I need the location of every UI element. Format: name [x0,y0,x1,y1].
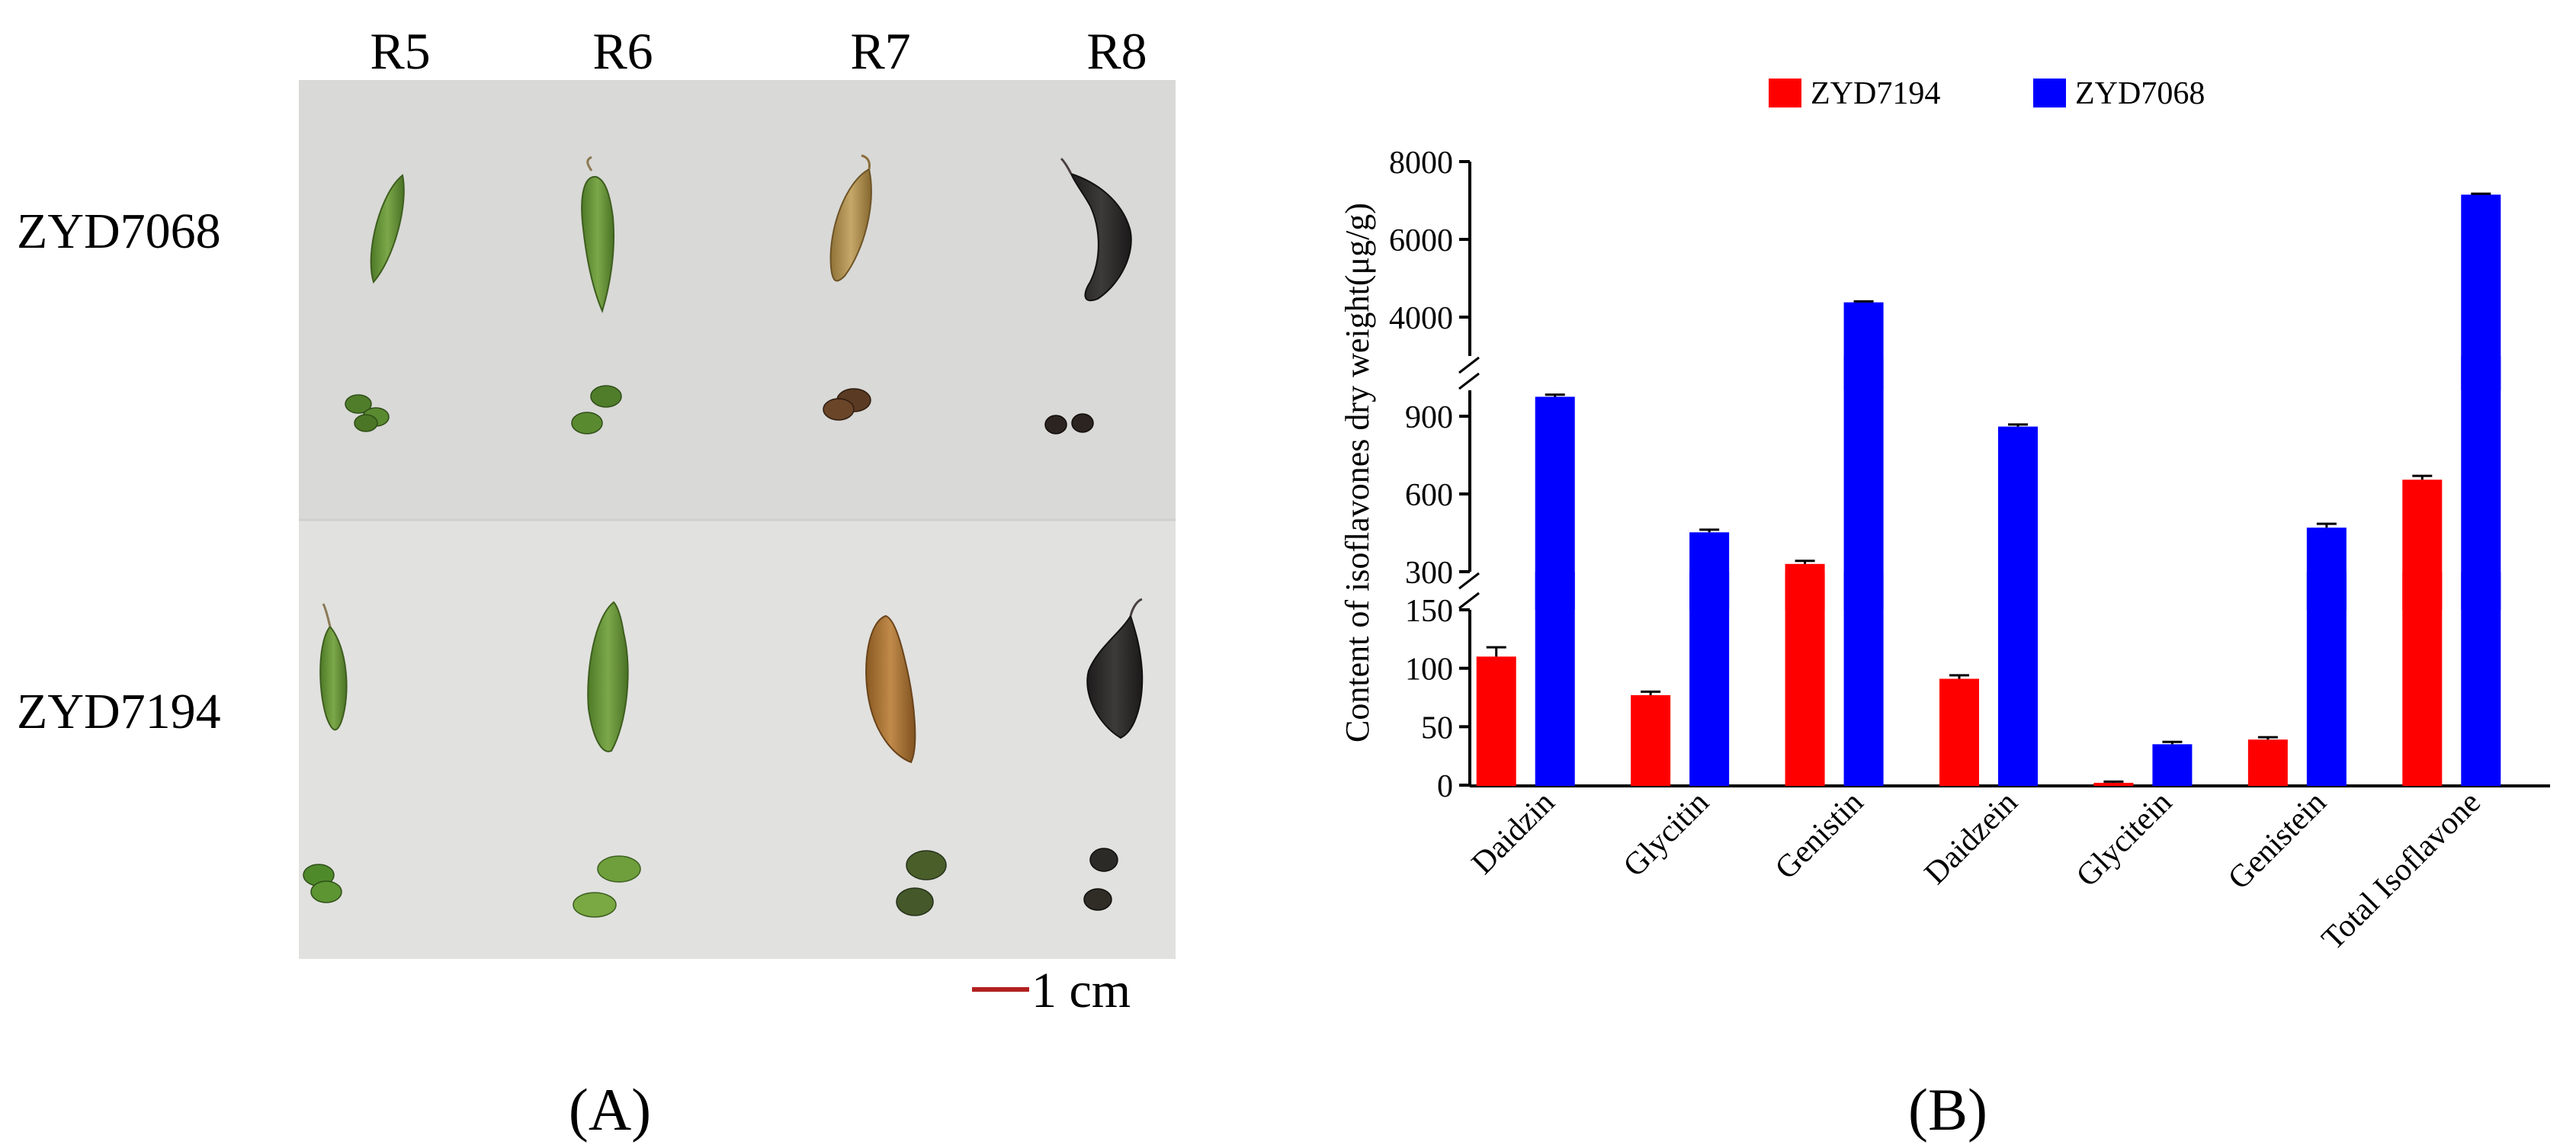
soybean-photo [299,80,1176,959]
y-tick-label: 50 [1421,710,1453,746]
bar-zyd7194-total-isoflavone-part-2 [2402,479,2443,610]
x-tick-label: Genistein [2222,785,2333,896]
seeds-zyd7068-r6 [571,385,622,435]
bar-zyd7194-glycitein [2093,782,2134,786]
x-tick-label: Daidzin [1465,785,1562,882]
seeds-zyd7068-r5 [345,394,390,432]
pod-zyd7068-r8 [1060,157,1132,302]
bar-zyd7068-total-isoflavone-part-3 [2461,194,2501,390]
seeds-zyd7194-r6 [573,855,641,918]
legend-swatch-zyd7068 [2033,79,2066,107]
y-tick-label: 600 [1405,478,1453,513]
y-tick-label: 300 [1405,556,1453,591]
y-tick-label: 4000 [1389,301,1453,336]
pod-zyd7194-r5 [319,603,348,731]
x-axis: Daidzin Glycitin Genistin Daidzein Glycitein… [1465,784,2550,957]
y-tick-label: 900 [1405,400,1453,435]
bar-zyd7068-daidzein-part-2 [1998,426,2038,610]
panel-a-label: (A) [569,1076,651,1143]
y-axis-break-mark [1458,592,1480,610]
y-tick-label: 6000 [1389,223,1453,258]
legend-swatch-zyd7194 [1769,79,1801,107]
seeds-zyd7068-r7 [823,388,871,421]
x-tick-label: Glycitin [1617,785,1716,884]
panel-a: R5 R6 R7 R8 ZYD7068 ZYD7194 [17,22,1176,1143]
x-tick-label: Daidzein [1918,785,2025,892]
y-axis-break-mark [1458,372,1480,390]
y-tick-label: 150 [1405,594,1453,629]
y-tick-label: 0 [1437,769,1453,804]
x-tick-label: Genistin [1769,785,1870,887]
legend-label-zyd7194: ZYD7194 [1811,76,1940,111]
bar-zyd7068-daidzin-part-2 [1535,396,1575,610]
bar-zyd7194-glycitin [1631,694,1671,786]
row-label-zyd7194: ZYD7194 [17,684,221,739]
pod-zyd7068-r5 [370,174,405,284]
pod-zyd7194-r7 [865,614,916,764]
seeds-zyd7194-r5 [303,864,342,903]
stage-label-r6: R6 [592,22,653,80]
row-label-zyd7068: ZYD7068 [17,204,221,259]
bar-zyd7194-genistein [2247,739,2288,786]
bar-zyd7068-glycitein [2152,744,2193,786]
x-tick-label: Total Isoflavone [2315,785,2488,957]
y-axis-break-mark [1458,356,1480,374]
scale-bar-label: 1 cm [1031,963,1131,1018]
y-axis-title: Content of isoflavones dry weight(μg/g) [1339,203,1376,742]
bar-zyd7068-genistein-part-2 [2306,528,2347,610]
bar-zyd7068-glycitin-part-2 [1689,532,1730,610]
y-axis-break-mark [1458,572,1480,590]
bar-zyd7068-genistin-part-2 [1843,356,1884,610]
y-tick-label: 8000 [1389,146,1453,181]
stage-label-r7: R7 [850,22,910,80]
pod-zyd7068-r7 [829,154,872,282]
pod-zyd7068-r6 [581,156,615,313]
bar-zyd7194-daidzin [1476,656,1516,786]
seeds-zyd7194-r8 [1083,848,1118,911]
seeds-zyd7068-r8 [1044,413,1094,435]
pod-zyd7194-r8 [1086,598,1144,739]
bars [1476,194,2501,786]
stage-label-r5: R5 [370,22,430,80]
x-tick-label: Glycitein [2070,785,2179,894]
panel-b-label: (B) [1908,1076,1987,1143]
bar-zyd7194-genistin-part-2 [1785,563,1825,610]
pod-zyd7194-r6 [587,601,629,752]
bar-zyd7068-total-isoflavone-part-2 [2461,356,2501,610]
bar-zyd7194-daidzein [1939,678,1979,786]
chart-legend: ZYD7194 ZYD7068 [1769,76,2205,111]
legend-label-zyd7068: ZYD7068 [2075,76,2205,111]
error-bars [1486,192,2491,783]
bar-zyd7068-genistin-part-3 [1843,302,1884,390]
y-tick-label: 100 [1405,653,1453,688]
stage-label-r8: R8 [1086,22,1147,80]
seeds-zyd7194-r7 [896,850,947,916]
